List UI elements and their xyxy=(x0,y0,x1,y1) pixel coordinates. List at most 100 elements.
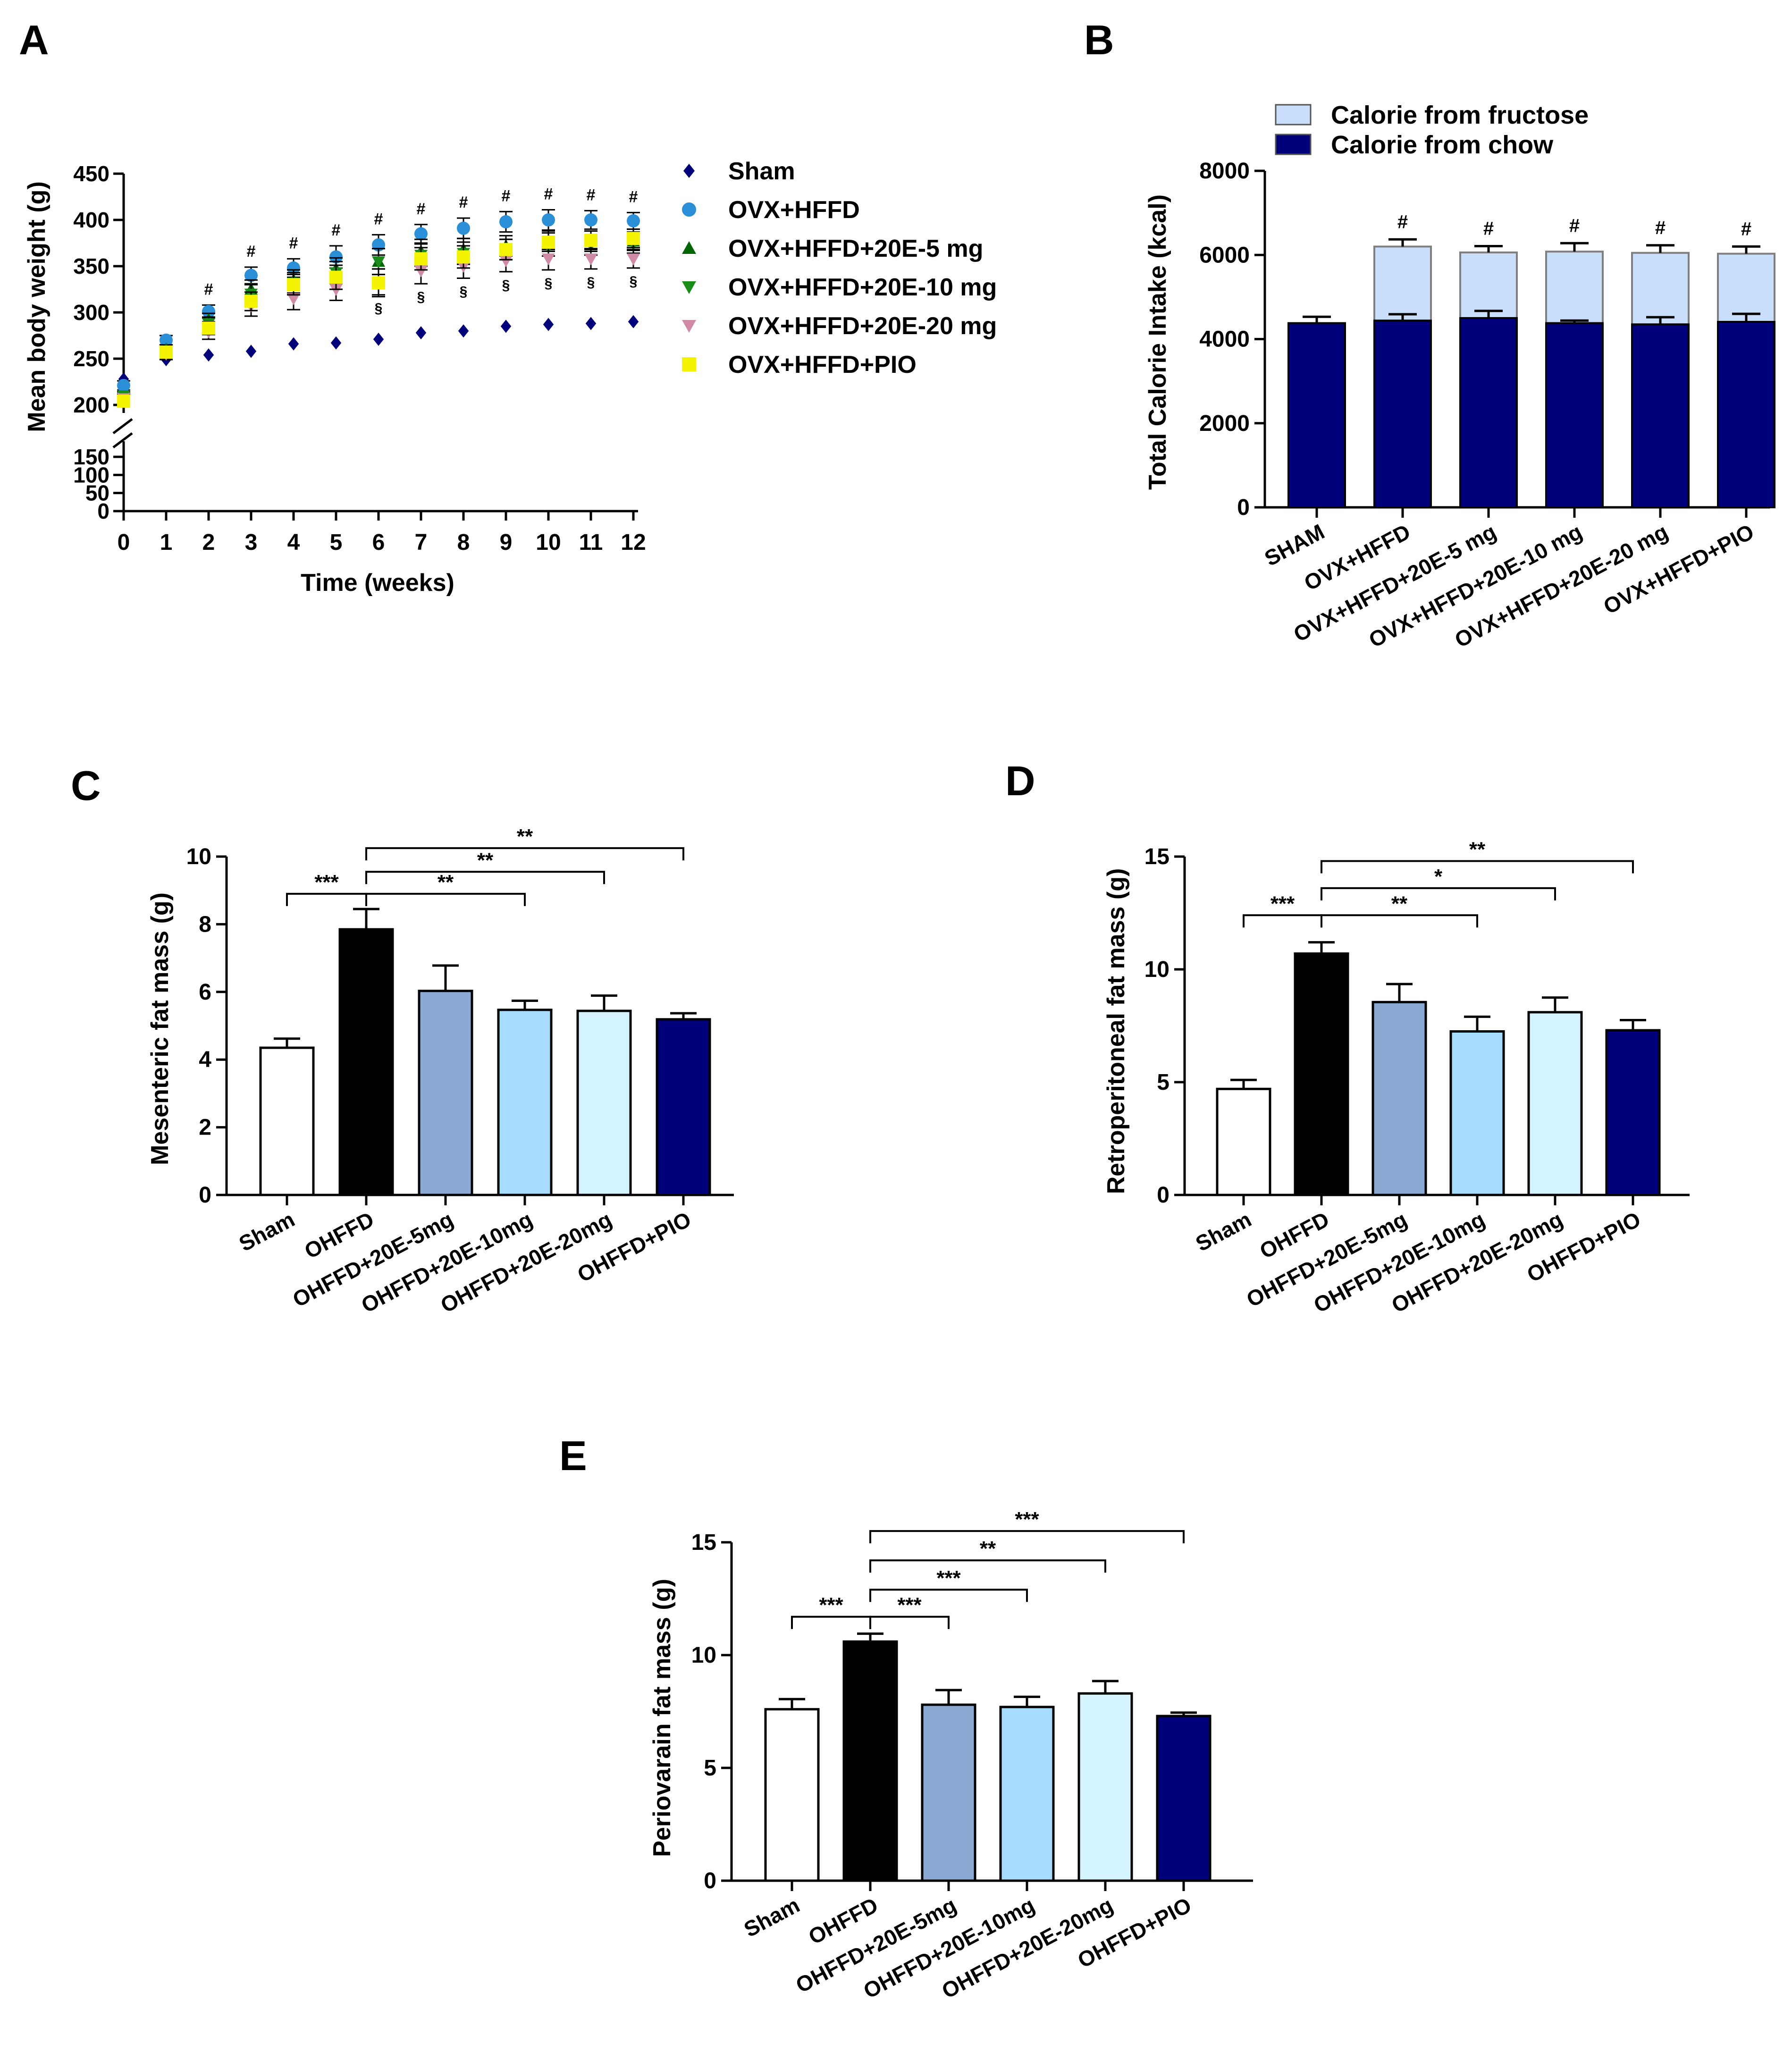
significance-label: *** xyxy=(819,1594,843,1617)
y-tick-label: 4000 xyxy=(1199,327,1250,352)
point-ovx-hffd-pio xyxy=(244,294,258,308)
significance-label: # xyxy=(1483,219,1494,239)
x-tick-label: 11 xyxy=(579,530,603,555)
significance-hash: # xyxy=(332,221,341,239)
significance-section: § xyxy=(460,284,468,299)
panel-c-label: C xyxy=(71,762,101,809)
significance-label: ** xyxy=(1391,892,1408,915)
point-ovx-hffd xyxy=(117,378,130,392)
bar-sham xyxy=(1216,1087,1271,1196)
bar-segment-fructose xyxy=(1717,252,1775,323)
x-tick-label: 6 xyxy=(372,530,385,555)
significance-label: ** xyxy=(1469,838,1486,861)
y-tick-label: 10 xyxy=(1144,957,1169,982)
significance-hash: # xyxy=(204,280,213,298)
x-tick-label: 10 xyxy=(536,530,561,555)
bar-segment-chow xyxy=(1459,317,1518,508)
significance-label: # xyxy=(1655,218,1666,238)
y-tick-label: 6 xyxy=(199,980,211,1005)
legend-marker xyxy=(682,241,696,254)
point-ovx-hffd-pio xyxy=(414,252,428,266)
legend-entry: Calorie from chow xyxy=(1331,131,1554,159)
significance-label: * xyxy=(1434,865,1443,888)
point-ovx-hffd xyxy=(584,213,597,227)
panel-b-calorie-intake-chart: B Total Calorie Intake (kcal) 0 2000 4000 6… xyxy=(1084,17,1775,652)
bar-segment-fructose xyxy=(1631,252,1690,326)
legend-entry: Sham xyxy=(728,158,795,185)
significance-label: *** xyxy=(936,1566,961,1589)
legend-swatch xyxy=(1275,104,1312,126)
y-tick-label: 15 xyxy=(1144,844,1169,869)
point-ovx-hffd-pio xyxy=(499,243,513,256)
point-ovx-hffd-20e-10-mg xyxy=(372,256,385,269)
significance-hash: # xyxy=(289,234,298,252)
legend-marker xyxy=(682,320,696,333)
x-tick-label: 4 xyxy=(287,530,300,555)
bar-segment-fructose xyxy=(1373,245,1432,322)
point-ovx-hffd xyxy=(542,213,555,227)
point-ovx-hffd-20e-20-mg xyxy=(287,293,300,305)
point-ovx-hffd xyxy=(499,215,513,228)
point-ovx-hffd xyxy=(457,221,470,235)
significance-hash: # xyxy=(629,188,638,206)
y-tick-label: 8 xyxy=(199,912,211,937)
significance-label: # xyxy=(1741,219,1751,239)
significance-hash: # xyxy=(587,186,596,204)
panel-a-body-weight-chart: A Mean body weight (g) Time (weeks) 0501… xyxy=(19,17,997,597)
bar-sham xyxy=(764,1708,820,1882)
significance-hash: # xyxy=(417,200,426,218)
panel-e-y-axis-label: Periovarain fat mass (g) xyxy=(648,1579,676,1857)
legend-entry: OVX+HFFD+20E-20 mg xyxy=(728,312,997,340)
point-ovx-hffd-pio xyxy=(542,235,555,249)
panel-e-label: E xyxy=(559,1432,587,1479)
y-tick-label: 150 xyxy=(73,445,109,469)
y-tick-label: 50 xyxy=(85,481,109,505)
bar-segment-chow xyxy=(1631,323,1690,509)
significance-bracket xyxy=(1321,914,1478,928)
point-ovx-hffd-pio xyxy=(287,278,300,292)
bar-segment-chow xyxy=(1373,320,1432,508)
significance-label: ** xyxy=(517,825,533,848)
panel-c-y-axis-label: Mesenteric fat mass (g) xyxy=(146,892,174,1165)
legend-entry: Calorie from fructose xyxy=(1331,101,1589,129)
point-sham xyxy=(373,332,384,346)
bar-ohffd-20e-5mg xyxy=(418,990,473,1196)
legend-entry: OVX+HFFD+PIO xyxy=(728,351,917,378)
axis-break-mark xyxy=(112,418,133,434)
point-ovx-hffd-20e-20-mg xyxy=(414,265,428,278)
significance-bracket xyxy=(1321,887,1556,900)
significance-section: § xyxy=(545,276,553,291)
x-tick-label: 9 xyxy=(500,530,513,555)
point-sham xyxy=(415,326,427,340)
significance-label: # xyxy=(1569,215,1580,236)
point-ovx-hffd xyxy=(160,333,173,347)
significance-section: § xyxy=(587,275,595,290)
significance-section: § xyxy=(375,301,383,316)
panel-d-y-axis-label: Retroperitoneal fat mass (g) xyxy=(1102,868,1130,1194)
point-sham xyxy=(458,324,469,338)
bar-ohffd-20e-20mg xyxy=(1527,1011,1583,1196)
bar-ohffd-20e-10mg xyxy=(497,1009,553,1196)
point-sham xyxy=(245,345,257,358)
bar-ohffd xyxy=(842,1640,898,1882)
y-tick-label: 6000 xyxy=(1199,243,1250,268)
panel-e-bars: *** *********** xyxy=(764,1508,1211,1882)
y-tick-label: 2000 xyxy=(1199,411,1250,436)
significance-bracket xyxy=(869,1589,1028,1602)
y-tick-label: 10 xyxy=(186,844,211,869)
point-ovx-hffd-pio xyxy=(329,270,343,284)
point-ovx-hffd-pio xyxy=(117,395,130,408)
panel-a-data-points: # # # # # # # # # # # § § § § § § § xyxy=(117,185,640,408)
significance-label: *** xyxy=(314,871,339,894)
significance-bracket xyxy=(365,892,526,906)
significance-section: § xyxy=(630,274,638,289)
panel-b-bars: # # # # # xyxy=(1287,211,1775,509)
panel-c-bars: *** ****** xyxy=(259,825,711,1196)
point-sham xyxy=(500,320,512,333)
x-tick-label: 8 xyxy=(457,530,470,555)
significance-label: # xyxy=(1397,211,1408,232)
y-tick-label: 450 xyxy=(73,161,109,186)
point-ovx-hffd-pio xyxy=(372,276,385,290)
y-tick-label: 300 xyxy=(73,300,109,325)
